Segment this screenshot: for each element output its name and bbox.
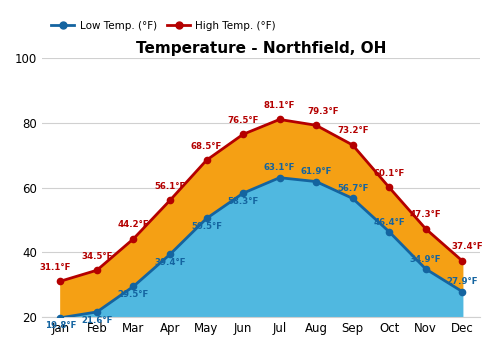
Text: 34.9°F: 34.9°F [410, 255, 442, 264]
Text: 56.7°F: 56.7°F [337, 184, 368, 193]
Text: 44.2°F: 44.2°F [118, 220, 150, 229]
Low Temp. (°F) [94, 310, 100, 314]
Line: Low Temp. (°F): Low Temp. (°F) [58, 175, 466, 321]
Text: 47.3°F: 47.3°F [410, 210, 442, 219]
High Temp. (°F) [94, 268, 100, 272]
High Temp. (°F) [130, 237, 136, 241]
Text: 50.5°F: 50.5°F [191, 222, 222, 231]
Low Temp. (°F) [204, 216, 210, 221]
High Temp. (°F) [167, 198, 173, 202]
Text: 76.5°F: 76.5°F [228, 116, 258, 125]
High Temp. (°F) [350, 143, 356, 147]
Low Temp. (°F) [276, 176, 282, 180]
Low Temp. (°F) [350, 196, 356, 201]
Text: 34.5°F: 34.5°F [81, 252, 112, 260]
High Temp. (°F) [240, 132, 246, 137]
Low Temp. (°F) [386, 230, 392, 234]
Low Temp. (°F) [422, 267, 428, 271]
Text: 73.2°F: 73.2°F [337, 126, 368, 135]
Text: 61.9°F: 61.9°F [300, 167, 332, 176]
Line: High Temp. (°F): High Temp. (°F) [58, 116, 466, 284]
Text: 63.1°F: 63.1°F [264, 163, 296, 173]
Low Temp. (°F) [313, 180, 319, 184]
High Temp. (°F) [422, 227, 428, 231]
Text: 56.1°F: 56.1°F [154, 182, 186, 191]
Text: 29.5°F: 29.5°F [118, 290, 149, 299]
Low Temp. (°F) [240, 191, 246, 195]
Text: 37.4°F: 37.4°F [452, 242, 484, 251]
Text: 68.5°F: 68.5°F [191, 141, 222, 150]
High Temp. (°F) [386, 185, 392, 189]
Title: Temperature - Northfield, OH: Temperature - Northfield, OH [136, 41, 386, 56]
Text: 81.1°F: 81.1°F [264, 101, 296, 110]
Text: 21.6°F: 21.6°F [81, 316, 112, 324]
Low Temp. (°F) [167, 252, 173, 257]
High Temp. (°F) [58, 279, 64, 284]
Text: 79.3°F: 79.3°F [308, 106, 339, 116]
High Temp. (°F) [459, 259, 465, 263]
Text: 39.4°F: 39.4°F [154, 258, 186, 267]
Text: 27.9°F: 27.9°F [446, 277, 478, 286]
High Temp. (°F) [204, 158, 210, 162]
Text: 19.8°F: 19.8°F [44, 321, 76, 330]
Legend: Low Temp. (°F), High Temp. (°F): Low Temp. (°F), High Temp. (°F) [48, 17, 280, 35]
High Temp. (°F) [313, 123, 319, 127]
High Temp. (°F) [276, 117, 282, 121]
Text: 58.3°F: 58.3°F [228, 197, 258, 206]
Text: 31.1°F: 31.1°F [39, 262, 70, 272]
Text: 46.4°F: 46.4°F [374, 217, 405, 226]
Low Temp. (°F) [58, 316, 64, 320]
Low Temp. (°F) [459, 289, 465, 294]
Low Temp. (°F) [130, 284, 136, 288]
Text: 60.1°F: 60.1°F [374, 169, 405, 178]
